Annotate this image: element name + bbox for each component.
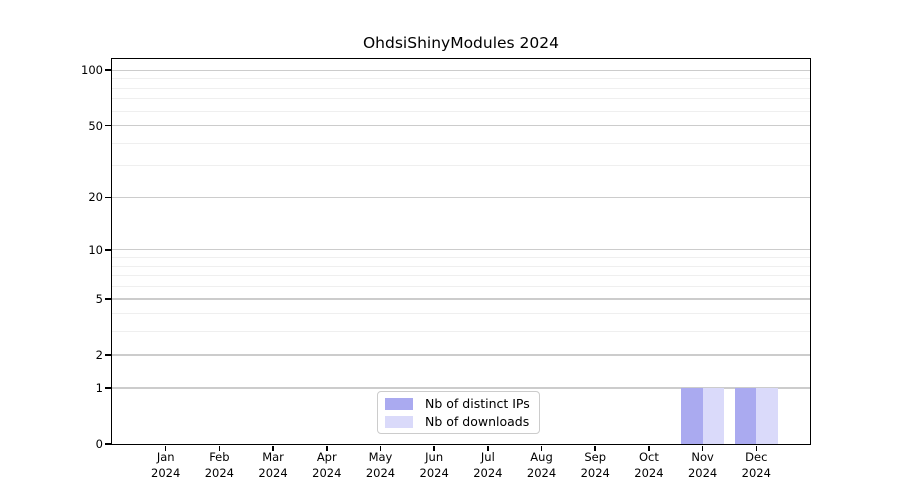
x-tick-month: Apr xyxy=(316,450,337,464)
x-tick-mark-jun xyxy=(433,445,435,451)
x-tick-year: 2024 xyxy=(687,465,718,480)
x-tick-month: Jun xyxy=(425,450,444,464)
y-tick-mark-0 xyxy=(104,443,111,445)
x-tick-mark-jan xyxy=(164,445,167,451)
gridline-minor-70 xyxy=(112,98,810,100)
x-tick-month: Dec xyxy=(745,450,768,464)
x-tick-mark-dec xyxy=(755,445,758,451)
x-tick-label-oct: Oct 2024 xyxy=(617,450,681,481)
chart-title: OhdsiShinyModules 2024 xyxy=(362,34,560,52)
gridline-minor-7 xyxy=(112,275,810,277)
x-tick-month: Nov xyxy=(691,450,714,464)
x-tick-label-aug: Aug 2024 xyxy=(510,450,574,481)
gridline-major-2 xyxy=(112,354,810,356)
x-tick-year: 2024 xyxy=(151,465,181,480)
gridline-minor-40 xyxy=(112,142,810,144)
x-tick-year: 2024 xyxy=(526,465,557,480)
gridline-major-20 xyxy=(112,196,810,199)
x-tick-year: 2024 xyxy=(473,465,503,480)
bar-dec-downloads xyxy=(756,387,778,444)
y-tick-mark-2 xyxy=(104,354,111,356)
x-tick-month: Oct xyxy=(638,450,659,464)
x-tick-year: 2024 xyxy=(580,465,610,480)
x-tick-label-sep: Sep 2024 xyxy=(563,450,627,481)
x-tick-mark-feb xyxy=(218,445,221,451)
y-tick-label-1: 1 xyxy=(95,380,103,395)
gridline-major-100 xyxy=(112,69,810,71)
gridline-major-10 xyxy=(112,249,810,251)
y-tick-label-50: 50 xyxy=(88,118,103,133)
gridline-major-50 xyxy=(112,124,810,127)
x-tick-mark-mar xyxy=(272,445,274,451)
x-tick-label-nov: Nov 2024 xyxy=(671,450,735,481)
bar-dec-distinct-ips xyxy=(734,387,757,444)
x-tick-label-jun: Jun 2024 xyxy=(402,450,466,481)
x-tick-label-jul: Jul 2024 xyxy=(456,450,520,481)
gridline-major-1 xyxy=(112,387,810,389)
x-tick-month: Jan xyxy=(156,450,175,464)
legend-swatch-distinct-ips xyxy=(385,397,413,410)
x-tick-label-apr: Apr 2024 xyxy=(295,450,359,481)
y-tick-label-5: 5 xyxy=(95,291,103,306)
x-tick-label-may: May 2024 xyxy=(348,450,412,481)
legend-swatch-downloads xyxy=(385,415,413,428)
x-tick-mark-may xyxy=(379,445,382,451)
x-tick-mark-nov xyxy=(701,445,704,451)
gridline-minor-9 xyxy=(112,257,810,258)
x-tick-mark-sep xyxy=(594,445,596,451)
bar-nov-downloads xyxy=(702,387,725,444)
y-tick-label-2: 2 xyxy=(95,348,103,363)
x-tick-label-dec: Dec 2024 xyxy=(724,450,788,481)
y-tick-label-100: 100 xyxy=(81,63,103,78)
y-tick-mark-50 xyxy=(104,124,111,127)
plot-area xyxy=(112,59,810,444)
x-tick-mark-aug xyxy=(540,445,543,451)
gridline-major-5 xyxy=(112,298,810,300)
y-tick-label-10: 10 xyxy=(88,242,103,257)
x-tick-mark-oct xyxy=(648,445,650,451)
x-tick-month: Sep xyxy=(584,450,607,464)
y-tick-mark-5 xyxy=(104,298,111,300)
y-tick-mark-100 xyxy=(104,69,111,71)
bar-nov-distinct-ips xyxy=(681,387,703,444)
y-tick-label-20: 20 xyxy=(88,190,103,205)
x-tick-year: 2024 xyxy=(258,465,288,480)
x-tick-label-mar: Mar 2024 xyxy=(241,450,305,481)
gridline-minor-80 xyxy=(112,87,810,89)
x-tick-label-jan: Jan 2024 xyxy=(134,450,198,481)
gridline-minor-90 xyxy=(112,78,810,80)
x-tick-month: Mar xyxy=(262,450,284,464)
x-tick-year: 2024 xyxy=(204,465,235,480)
gridline-minor-6 xyxy=(112,285,810,287)
x-tick-month: May xyxy=(368,450,393,464)
x-tick-mark-jul xyxy=(487,445,489,451)
x-tick-month: Aug xyxy=(530,450,553,464)
y-tick-mark-10 xyxy=(104,249,111,251)
x-tick-year: 2024 xyxy=(741,465,771,480)
gridline-minor-4 xyxy=(112,313,810,315)
legend-entry-distinct-ips: Nb of distinct IPs xyxy=(385,396,530,411)
x-tick-month: Feb xyxy=(209,450,230,464)
x-tick-year: 2024 xyxy=(634,465,664,480)
legend-label-distinct-ips: Nb of distinct IPs xyxy=(425,396,530,411)
gridline-minor-30 xyxy=(112,165,810,167)
y-tick-label-0: 0 xyxy=(95,437,103,451)
x-tick-year: 2024 xyxy=(419,465,449,480)
legend-label-downloads: Nb of downloads xyxy=(425,414,530,429)
y-tick-mark-20 xyxy=(104,196,111,199)
x-tick-year: 2024 xyxy=(312,465,342,480)
legend-entry-downloads: Nb of downloads xyxy=(385,414,530,429)
x-tick-year: 2024 xyxy=(365,465,396,480)
y-tick-mark-1 xyxy=(104,387,111,389)
x-tick-mark-apr xyxy=(326,445,328,451)
gridline-minor-8 xyxy=(112,265,810,267)
x-tick-month: Jul xyxy=(480,450,495,464)
gridline-minor-60 xyxy=(112,110,810,112)
x-tick-label-feb: Feb 2024 xyxy=(187,450,251,481)
legend: Nb of distinct IPs Nb of downloads xyxy=(377,391,540,434)
gridline-minor-3 xyxy=(112,331,810,333)
